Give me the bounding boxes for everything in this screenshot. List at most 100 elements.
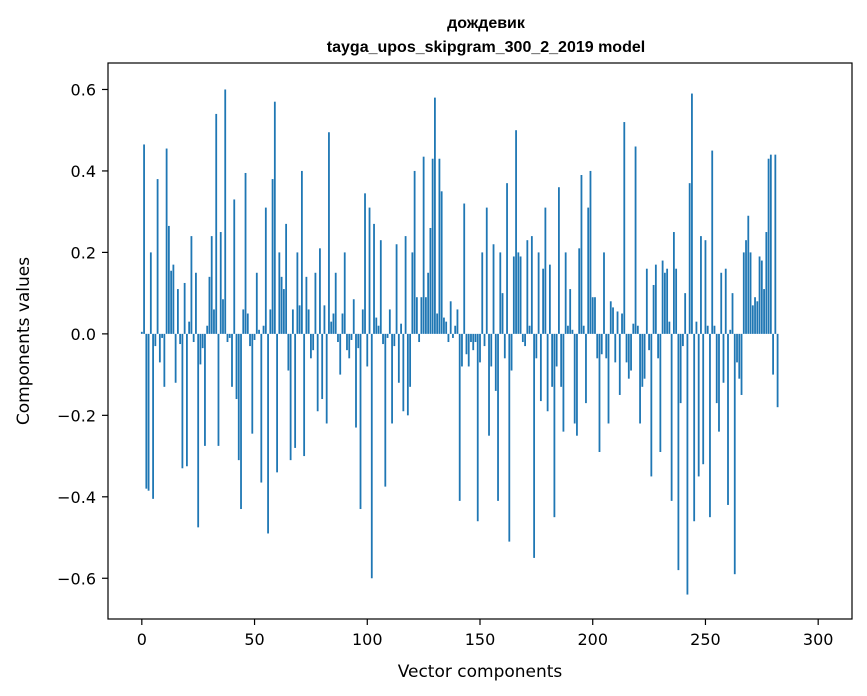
bar-163 (508, 333, 511, 542)
y-tick-label: 0.6 (71, 80, 96, 99)
bar-166 (515, 130, 517, 334)
bar-211 (616, 311, 619, 334)
bar-95 (355, 333, 357, 428)
bar-52 (258, 329, 260, 334)
bar-243 (688, 183, 691, 334)
bar-244 (691, 93, 693, 334)
bar-195 (580, 175, 583, 334)
bar-256 (718, 333, 720, 432)
bar-236 (672, 232, 675, 334)
bar-61 (278, 252, 281, 334)
bar-260 (727, 333, 729, 505)
bar-75 (310, 333, 312, 359)
bar-33 (215, 113, 218, 334)
x-tick-label: 0 (137, 630, 147, 649)
bar-78 (316, 333, 319, 412)
bar-214 (623, 122, 626, 334)
bar-12 (167, 225, 170, 334)
bar-132 (438, 158, 441, 334)
bar-79 (319, 248, 321, 334)
bar-74 (307, 309, 310, 334)
bar-186 (560, 333, 563, 387)
bar-9 (161, 333, 164, 338)
bar-273 (756, 301, 759, 334)
x-tick-label: 150 (465, 630, 496, 649)
bar-172 (528, 325, 531, 334)
bar-149 (476, 333, 479, 522)
bar-185 (558, 187, 560, 334)
bar-26 (199, 333, 202, 365)
bar-84 (330, 321, 333, 334)
bar-94 (352, 299, 355, 334)
bar-190 (569, 289, 572, 334)
bar-128 (429, 227, 432, 334)
bar-90 (343, 252, 346, 334)
bar-167 (517, 252, 520, 334)
bar-145 (467, 333, 470, 367)
bar-262 (731, 293, 734, 334)
bar-168 (519, 256, 522, 334)
bars-group (140, 89, 779, 595)
y-tick-label: −0.6 (57, 569, 96, 588)
bar-271 (751, 305, 754, 334)
bar-47 (246, 313, 249, 334)
bar-89 (341, 313, 344, 334)
bar-247 (697, 333, 700, 477)
bar-119 (409, 333, 412, 387)
bar-212 (618, 333, 621, 395)
bar-62 (280, 276, 283, 334)
bar-105 (377, 325, 380, 334)
bar-183 (553, 333, 556, 518)
bar-1 (143, 144, 145, 334)
bar-274 (758, 256, 761, 334)
bar-221 (639, 333, 641, 424)
bar-85 (332, 313, 335, 334)
bar-215 (625, 333, 628, 363)
bar-255 (715, 333, 718, 404)
bar-101 (368, 207, 371, 334)
bar-140 (456, 309, 459, 334)
bar-245 (693, 333, 696, 522)
y-tick-label: −0.2 (57, 406, 96, 425)
bar-13 (170, 270, 173, 334)
bar-68 (294, 333, 297, 448)
bar-0 (140, 331, 143, 334)
bar-64 (285, 223, 288, 334)
bar-171 (526, 240, 529, 334)
y-tick-label: 0.2 (71, 243, 96, 262)
bar-182 (551, 333, 554, 387)
bar-173 (530, 236, 533, 334)
bar-129 (431, 158, 434, 334)
bar-282 (776, 333, 779, 408)
y-tick-label: 0.0 (71, 325, 96, 344)
y-tick-label: −0.4 (57, 488, 96, 507)
bar-159 (499, 252, 502, 334)
bar-112 (393, 333, 396, 347)
bar-44 (240, 333, 242, 510)
bar-223 (643, 333, 646, 379)
bar-34 (217, 333, 220, 446)
bar-111 (391, 333, 393, 424)
bar-198 (587, 207, 590, 334)
bar-227 (652, 284, 655, 334)
bar-213 (621, 313, 623, 334)
bar-269 (747, 215, 750, 334)
bar-241 (684, 293, 687, 334)
bar-8 (158, 333, 161, 363)
bar-92 (348, 333, 351, 359)
bar-77 (314, 272, 317, 334)
bar-131 (436, 313, 439, 334)
bar-246 (695, 321, 698, 334)
bar-210 (614, 333, 617, 363)
bar-108 (384, 333, 387, 487)
bar-6 (154, 333, 157, 347)
bar-139 (454, 325, 457, 334)
bar-278 (767, 158, 770, 334)
bar-169 (521, 333, 524, 343)
bar-96 (357, 333, 360, 349)
bar-153 (485, 207, 488, 334)
bar-197 (585, 333, 587, 404)
bar-121 (413, 170, 416, 334)
bar-41 (233, 199, 236, 334)
